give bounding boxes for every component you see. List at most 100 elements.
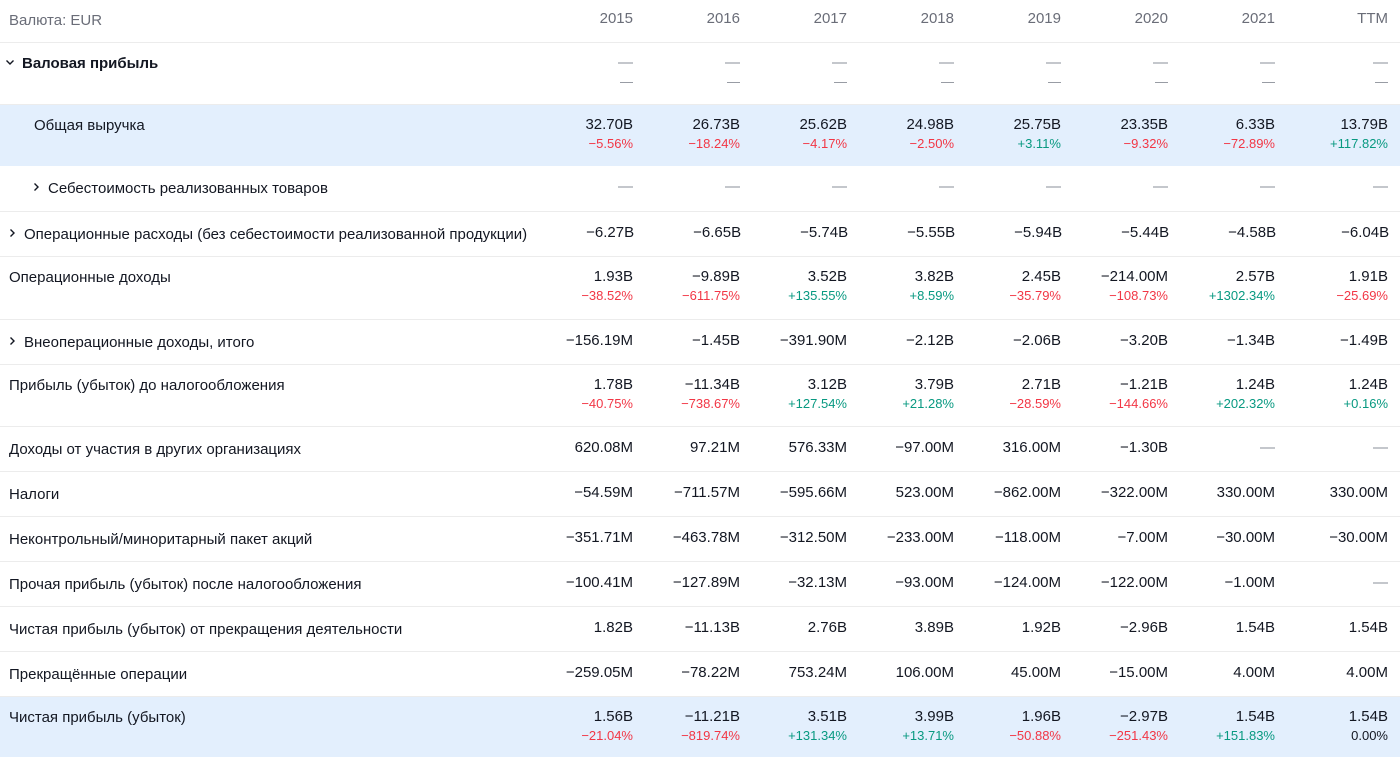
table-row-discontinued-operations[interactable]: Прекращённые операции −259.05M −78.22M 7… [0, 652, 1400, 697]
value-cell: −5.74B [800, 224, 849, 241]
value-cell: −30.00M [1329, 529, 1388, 546]
value-cell: 32.70B −5.56% [585, 116, 633, 151]
value-cell: −122.00M [1100, 574, 1168, 591]
row-values: — — — — — — — — — — — — — — — — [526, 43, 1400, 104]
year-2016-header: 2016 [706, 10, 740, 27]
value-cell: −391.90M [779, 332, 847, 349]
row-label: Доходы от участия в других организациях [9, 441, 302, 458]
value-cell: −32.13M [788, 574, 847, 591]
value-cell: 3.82B +8.59% [909, 268, 954, 303]
value-cell: −78.22M [681, 664, 740, 681]
row-label: Общая выручка [34, 117, 145, 134]
value-cell: — [1373, 439, 1388, 456]
value-cell: 1.56B −21.04% [581, 708, 633, 743]
value-cell: −351.71M [565, 529, 633, 546]
year-2021-header: 2021 [1241, 10, 1275, 27]
table-row-pretax-income[interactable]: Прибыль (убыток) до налогообложения 1.78… [0, 365, 1400, 427]
value-cell: 45.00M [1010, 664, 1061, 681]
value-cell: 1.54B 0.00% [1348, 708, 1388, 743]
table-row-total-revenue[interactable]: Общая выручка 32.70B −5.56% 26.73B −18.24%… [0, 105, 1400, 166]
table-row-other-after-tax[interactable]: Прочая прибыль (убыток) после налогообло… [0, 562, 1400, 607]
value-cell: −11.34B −738.67% [681, 376, 740, 411]
table-row-net-income[interactable]: Чистая прибыль (убыток) 1.56B −21.04% −11… [0, 697, 1400, 757]
value-cell: — [1260, 178, 1275, 195]
table-row-operating-income[interactable]: Операционные доходы 1.93B −38.52% −9.89B −… [0, 257, 1400, 320]
year-ttm-header: TTM [1357, 10, 1388, 27]
value-cell: — [832, 178, 847, 195]
chevron-right-icon[interactable] [30, 181, 48, 196]
row-label[interactable]: Валовая прибыль [0, 43, 526, 104]
value-cell: 576.33M [788, 439, 847, 456]
value-cell: 1.54B [1235, 619, 1275, 636]
value-cell: −54.59M [574, 484, 633, 501]
value-cell: −259.05M [565, 664, 633, 681]
value-cell: 1.93B −38.52% [581, 268, 633, 303]
value-cell: 1.24B +0.16% [1343, 376, 1388, 411]
value-cell: 26.73B −18.24% [688, 116, 740, 151]
table-row-operating-expenses[interactable]: Операционные расходы (без себестоимости … [0, 212, 1400, 257]
value-cell: −862.00M [993, 484, 1061, 501]
row-values: −351.71M −463.78M −312.50M −233.00M −118… [526, 517, 1400, 561]
value-cell: 1.54B +151.83% [1216, 708, 1275, 743]
value-cell: −1.00M [1224, 574, 1275, 591]
value-cell: — — [618, 54, 633, 89]
value-cell: — — [1153, 54, 1168, 89]
value-cell: 1.54B [1348, 619, 1388, 636]
currency-label: Валюта: EUR [9, 12, 103, 29]
value-cell: 1.82B [593, 619, 633, 636]
row-label[interactable]: Себестоимость реализованных товаров [0, 166, 526, 211]
value-cell: 4.00M [1233, 664, 1275, 681]
chevron-right-icon[interactable] [6, 227, 24, 242]
row-label: Чистая прибыль (убыток) [9, 709, 186, 726]
row-values: −100.41M −127.89M −32.13M −93.00M −124.0… [526, 562, 1400, 606]
row-label: Прибыль (убыток) до налогообложения [9, 377, 285, 394]
value-cell: −127.89M [672, 574, 740, 591]
value-cell: — — [832, 54, 847, 89]
value-cell: 1.78B −40.75% [581, 376, 633, 411]
row-label-text: Внеоперационные доходы, итого [24, 334, 255, 351]
chevron-right-icon[interactable] [6, 335, 24, 350]
table-row-minority-interest[interactable]: Неконтрольный/миноритарный пакет акций −… [0, 517, 1400, 562]
value-cell: 330.00M [1329, 484, 1388, 501]
value-cell: −1.45B [692, 332, 740, 349]
row-label[interactable]: Операционные расходы (без себестоимости … [0, 212, 527, 256]
value-cell: −11.13B [684, 619, 740, 636]
value-cell: −11.21B −819.74% [681, 708, 740, 743]
value-cell: −97.00M [895, 439, 954, 456]
value-cell: −1.30B [1120, 439, 1168, 456]
row-values: −54.59M −711.57M −595.66M 523.00M −862.0… [526, 472, 1400, 516]
value-cell: 23.35B −9.32% [1120, 116, 1168, 151]
value-cell: 316.00M [1002, 439, 1061, 456]
table-row-non-operating-income[interactable]: Внеоперационные доходы, итого −156.19M −… [0, 320, 1400, 365]
value-cell: — — [1046, 54, 1061, 89]
value-cell: 24.98B −2.50% [906, 116, 954, 151]
row-values: 620.08M 97.21M 576.33M −97.00M 316.00M −… [526, 427, 1400, 471]
value-cell: −2.12B [906, 332, 954, 349]
value-cell: −214.00M −108.73% [1100, 268, 1168, 303]
table-row-net-income-discontinued[interactable]: Чистая прибыль (убыток) от прекращения д… [0, 607, 1400, 652]
value-cell: 523.00M [895, 484, 954, 501]
table-row-equity-affiliates[interactable]: Доходы от участия в других организациях … [0, 427, 1400, 472]
table-row-cogs[interactable]: Себестоимость реализованных товаров — — … [0, 166, 1400, 212]
value-cell: 1.92B [1021, 619, 1061, 636]
value-cell: — [618, 178, 633, 195]
value-cell: 620.08M [574, 439, 633, 456]
table-row-gross-profit[interactable]: Валовая прибыль — — — — — — — — — — — — — — — — [0, 43, 1400, 105]
row-label: Прочая прибыль (убыток) после налогообло… [9, 576, 362, 593]
row-label: Операционные доходы [9, 269, 171, 286]
value-cell: 13.79B +117.82% [1330, 116, 1388, 151]
value-cell: −15.00M [1109, 664, 1168, 681]
row-values: −6.27B −6.65B −5.74B −5.55B −5.94B −5.44… [527, 212, 1400, 256]
row-label[interactable]: Внеоперационные доходы, итого [0, 320, 526, 364]
row-values: −259.05M −78.22M 753.24M 106.00M 45.00M … [526, 652, 1400, 696]
value-cell: −5.55B [907, 224, 956, 241]
chevron-down-icon[interactable] [4, 56, 22, 71]
value-cell: 2.76B [807, 619, 847, 636]
year-2017-header: 2017 [813, 10, 847, 27]
value-cell: — [1046, 178, 1061, 195]
table-header: Валюта: EUR 2015 2016 2017 2018 2019 202… [0, 0, 1400, 43]
value-cell: 4.00M [1346, 664, 1388, 681]
value-cell: — [939, 178, 954, 195]
table-row-taxes[interactable]: Налоги −54.59M −711.57M −595.66M 523.00M… [0, 472, 1400, 517]
value-cell: −156.19M [565, 332, 633, 349]
